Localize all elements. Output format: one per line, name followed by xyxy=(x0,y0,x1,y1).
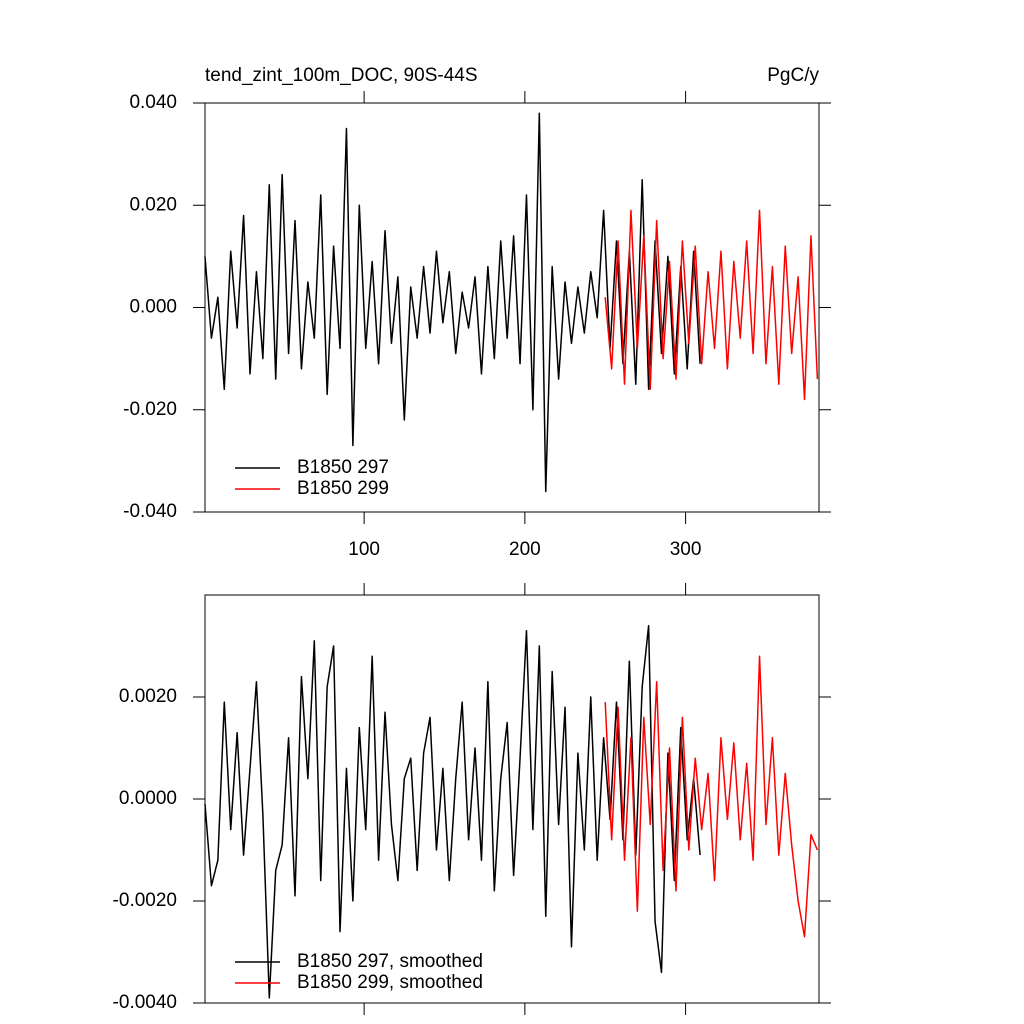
y-tick-label: 0.020 xyxy=(129,194,177,215)
plot-frame xyxy=(204,102,820,513)
y-tick-label: 0.0020 xyxy=(119,686,177,707)
y-tick-label: -0.0020 xyxy=(113,890,177,911)
y-tick-label: 0.000 xyxy=(129,297,177,318)
legend-label: B1850 297, smoothed xyxy=(297,951,483,972)
x-tick-label: 300 xyxy=(670,539,702,560)
legend-label: B1850 299 xyxy=(297,478,389,499)
y-tick-label: -0.020 xyxy=(123,399,177,420)
data-line xyxy=(604,209,819,401)
data-line xyxy=(204,624,701,999)
y-tick-label: 0.040 xyxy=(129,92,177,113)
plot-frame xyxy=(204,594,820,1004)
x-tick-label: 100 xyxy=(348,539,380,560)
y-tick-label: 0.0000 xyxy=(119,788,177,809)
units-label: PgC/y xyxy=(767,65,819,86)
chart-title: tend_zint_100m_DOC, 90S-44S xyxy=(205,65,478,86)
legend-label: B1850 297 xyxy=(297,457,389,478)
data-line xyxy=(204,112,701,493)
data-line xyxy=(604,655,819,938)
y-tick-label: -0.0040 xyxy=(113,992,177,1013)
y-tick-label: -0.040 xyxy=(123,501,177,522)
x-tick-label: 200 xyxy=(509,539,541,560)
legend-label: B1850 299, smoothed xyxy=(297,972,483,993)
